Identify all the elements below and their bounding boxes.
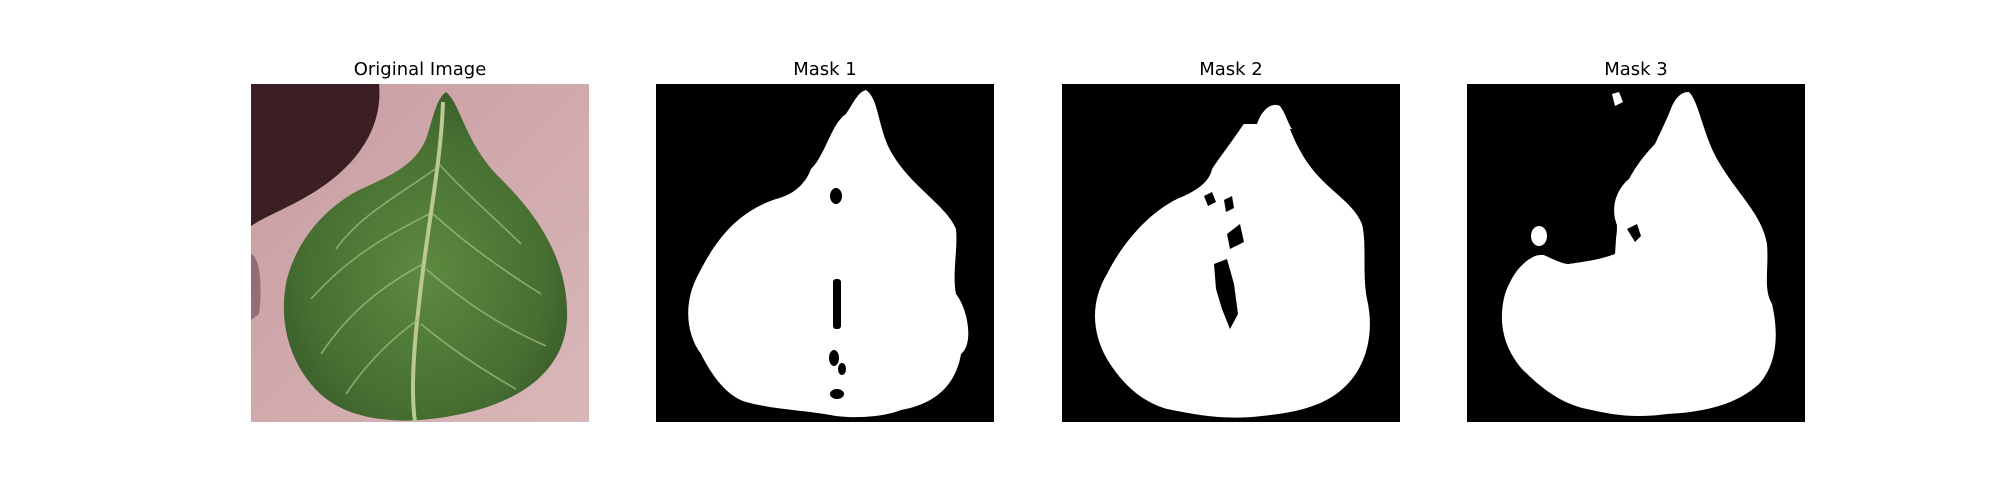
panel-title: Mask 3 [1604,59,1668,80]
panel-title: Mask 1 [793,59,857,80]
original-leaf-photo [251,84,589,422]
mask-1-image [656,84,994,422]
panel-title: Original Image [353,59,487,80]
panel-title: Mask 2 [1199,59,1263,80]
mask-2-image [1062,84,1400,422]
mask-3-image [1467,84,1805,422]
